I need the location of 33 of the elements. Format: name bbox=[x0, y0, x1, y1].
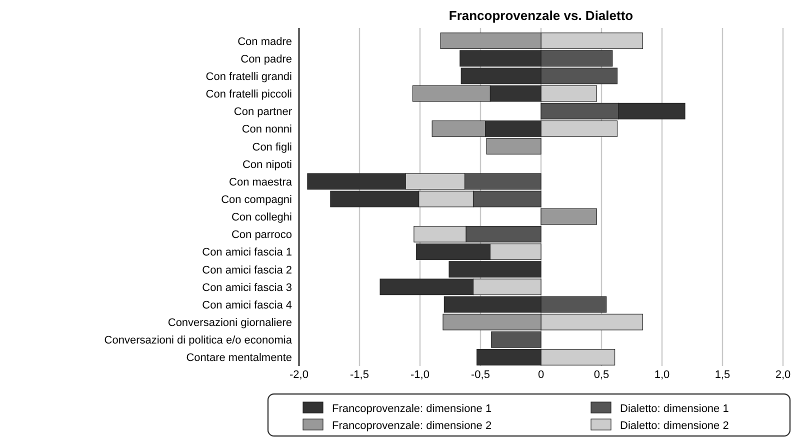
x-tick-label: 1,0 bbox=[654, 369, 670, 381]
x-tick-label: -0,5 bbox=[471, 369, 490, 381]
legend-label: Dialetto: dimensione 2 bbox=[620, 420, 729, 432]
y-tick-label: Con colleghi bbox=[231, 212, 292, 224]
y-tick-label: Conversazioni di politica e/o economia bbox=[104, 334, 293, 347]
legend-label: Dialetto: dimensione 1 bbox=[620, 403, 729, 415]
y-tick-label: Con fratelli grandi bbox=[206, 70, 292, 83]
y-tick-label: Con amici fascia 1 bbox=[202, 246, 292, 259]
y-tick-label: Con amici fascia 2 bbox=[202, 264, 292, 276]
y-tick-label: Conversazioni giornaliere bbox=[168, 317, 292, 330]
x-tick-label: -1,0 bbox=[410, 369, 430, 381]
y-tick-label: Con compagni bbox=[221, 194, 292, 206]
x-tick-label: -1,5 bbox=[350, 369, 369, 381]
y-tick-label: Con amici fascia 3 bbox=[202, 282, 292, 294]
y-tick-label: Con partner bbox=[234, 106, 292, 118]
y-tick-label: Con fratelli piccoli bbox=[206, 88, 292, 101]
y-tick-label: Con madre bbox=[238, 36, 292, 48]
x-tick-label: 0 bbox=[538, 369, 544, 381]
y-tick-label: Con parroco bbox=[231, 229, 292, 242]
x-tick-label: -2,0 bbox=[290, 369, 308, 381]
x-tick-label: 0,5 bbox=[594, 369, 610, 381]
legend-label: Francoprovenzale: dimensione 1 bbox=[332, 403, 492, 415]
chart-title: Francoprovenzale vs. Dialetto bbox=[448, 8, 634, 23]
x-tick-label: 2,0 bbox=[775, 369, 791, 381]
y-tick-label: Con maestra bbox=[229, 176, 293, 188]
y-tick-label: Con amici fascia 4 bbox=[202, 299, 292, 312]
y-tick-label: Con figli bbox=[252, 141, 292, 154]
legend-label: Francoprovenzale: dimensione 2 bbox=[332, 420, 492, 432]
y-tick-label: Contare mentalmente bbox=[186, 352, 292, 364]
y-tick-label: Con nipoti bbox=[242, 158, 292, 171]
y-tick-label: Con padre bbox=[240, 53, 292, 66]
y-tick-label: Con nonni bbox=[242, 124, 292, 136]
x-tick-label: 1,5 bbox=[714, 369, 730, 381]
